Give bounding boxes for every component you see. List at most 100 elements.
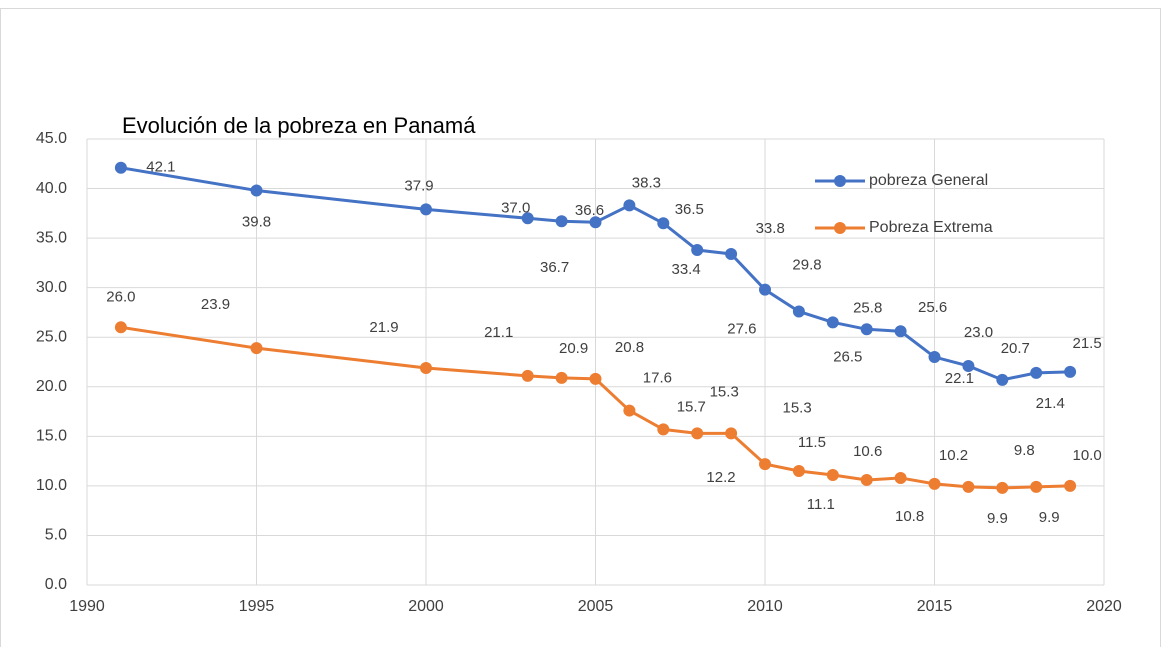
data-label: 9.8 <box>1014 442 1035 459</box>
data-point <box>996 481 1009 494</box>
data-point <box>928 477 941 490</box>
data-point <box>1064 365 1077 378</box>
data-point <box>725 427 738 440</box>
data-label: 21.5 <box>1072 335 1101 352</box>
data-label: 36.7 <box>540 259 569 276</box>
data-point <box>996 373 1009 386</box>
data-label: 23.0 <box>964 324 993 341</box>
data-point <box>962 359 975 372</box>
y-tick-label: 30.0 <box>36 279 67 296</box>
data-label: 26.0 <box>106 288 135 305</box>
data-label: 21.4 <box>1036 395 1065 412</box>
data-point <box>725 247 738 260</box>
legend-label: Pobreza Extrema <box>869 219 993 236</box>
x-tick-label: 2010 <box>747 598 783 615</box>
data-label: 10.0 <box>1072 447 1101 464</box>
data-label: 37.9 <box>404 177 433 194</box>
data-label: 23.9 <box>201 296 230 313</box>
data-label: 15.3 <box>710 383 739 400</box>
data-label: 10.6 <box>853 443 882 460</box>
y-tick-label: 5.0 <box>45 527 67 544</box>
data-point <box>1064 479 1077 492</box>
data-label: 21.1 <box>484 324 513 341</box>
y-tick-label: 25.0 <box>36 328 67 345</box>
legend-marker <box>834 175 846 187</box>
data-point <box>826 468 839 481</box>
data-point <box>792 465 805 478</box>
y-tick-label: 40.0 <box>36 180 67 197</box>
data-label: 29.8 <box>792 257 821 274</box>
data-point <box>555 371 568 384</box>
data-label: 38.3 <box>632 174 661 191</box>
data-point <box>623 404 636 417</box>
data-label: 11.1 <box>807 496 835 513</box>
y-tick-label: 45.0 <box>36 130 67 147</box>
data-point <box>759 458 771 471</box>
data-label: 10.2 <box>939 447 968 464</box>
data-point <box>589 216 602 229</box>
chart-frame <box>0 8 1161 647</box>
data-point <box>1030 480 1043 493</box>
data-label: 11.5 <box>798 434 826 451</box>
data-label: 25.8 <box>853 299 882 316</box>
data-point <box>860 323 873 336</box>
data-label: 12.2 <box>706 469 735 486</box>
data-label: 20.8 <box>615 339 644 356</box>
x-tick-label: 2000 <box>408 598 444 615</box>
data-point <box>250 342 263 355</box>
data-point <box>521 212 534 225</box>
data-point <box>521 369 534 382</box>
data-label: 42.1 <box>146 159 175 176</box>
data-label: 36.6 <box>575 202 604 219</box>
x-tick-label: 2020 <box>1086 598 1122 615</box>
data-point <box>657 423 670 436</box>
data-label: 37.0 <box>501 199 530 216</box>
data-label: 36.5 <box>675 201 704 218</box>
data-point <box>826 316 839 329</box>
data-point <box>114 161 127 174</box>
data-label: 20.7 <box>1001 340 1030 357</box>
data-label: 33.4 <box>671 261 700 278</box>
data-label: 39.8 <box>242 214 271 231</box>
data-label: 27.6 <box>727 320 756 337</box>
y-tick-label: 10.0 <box>36 477 67 494</box>
x-tick-label: 1990 <box>69 598 105 615</box>
data-label: 20.9 <box>559 340 588 357</box>
data-label: 9.9 <box>987 510 1008 527</box>
data-point <box>114 321 127 334</box>
data-point <box>792 305 805 318</box>
data-label: 33.8 <box>756 220 785 237</box>
x-tick-label: 2005 <box>578 598 614 615</box>
data-label: 21.9 <box>369 319 398 336</box>
data-point <box>623 199 636 212</box>
data-point <box>691 427 704 440</box>
y-tick-label: 0.0 <box>45 576 67 593</box>
data-label: 15.3 <box>782 399 811 416</box>
y-tick-label: 35.0 <box>36 229 67 246</box>
data-label: 9.9 <box>1039 509 1060 526</box>
data-label: 15.7 <box>677 398 706 415</box>
data-point <box>928 351 941 364</box>
data-point <box>860 473 873 486</box>
data-label: 17.6 <box>643 370 672 387</box>
data-point <box>250 184 263 197</box>
legend-marker <box>834 222 846 234</box>
data-label: 22.1 <box>945 370 974 387</box>
data-label: 26.5 <box>833 348 862 365</box>
data-point <box>589 372 602 385</box>
data-point <box>420 361 432 374</box>
data-label: 25.6 <box>918 299 947 316</box>
data-point <box>962 480 975 493</box>
data-point <box>894 325 907 338</box>
data-point <box>1030 366 1043 379</box>
data-point <box>657 217 670 230</box>
data-point <box>759 283 771 296</box>
x-tick-label: 2015 <box>917 598 953 615</box>
x-tick-label: 1995 <box>239 598 275 615</box>
chart-title: Evolución de la pobreza en Panamá <box>122 113 476 138</box>
data-point <box>555 215 568 228</box>
data-point <box>894 471 907 484</box>
data-label: 10.8 <box>895 508 924 525</box>
data-point <box>691 244 704 257</box>
